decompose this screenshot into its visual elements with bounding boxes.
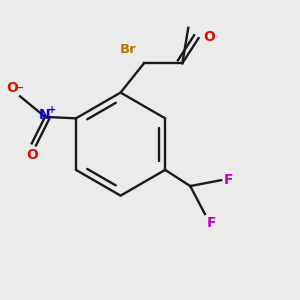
- Text: Br: Br: [120, 43, 137, 56]
- Text: N: N: [39, 108, 51, 122]
- Text: −: −: [15, 82, 25, 92]
- Text: F: F: [206, 216, 216, 230]
- Text: O: O: [203, 30, 215, 44]
- Text: O: O: [26, 148, 38, 162]
- Text: O: O: [7, 81, 19, 95]
- Text: +: +: [48, 104, 56, 115]
- Text: F: F: [224, 173, 233, 187]
